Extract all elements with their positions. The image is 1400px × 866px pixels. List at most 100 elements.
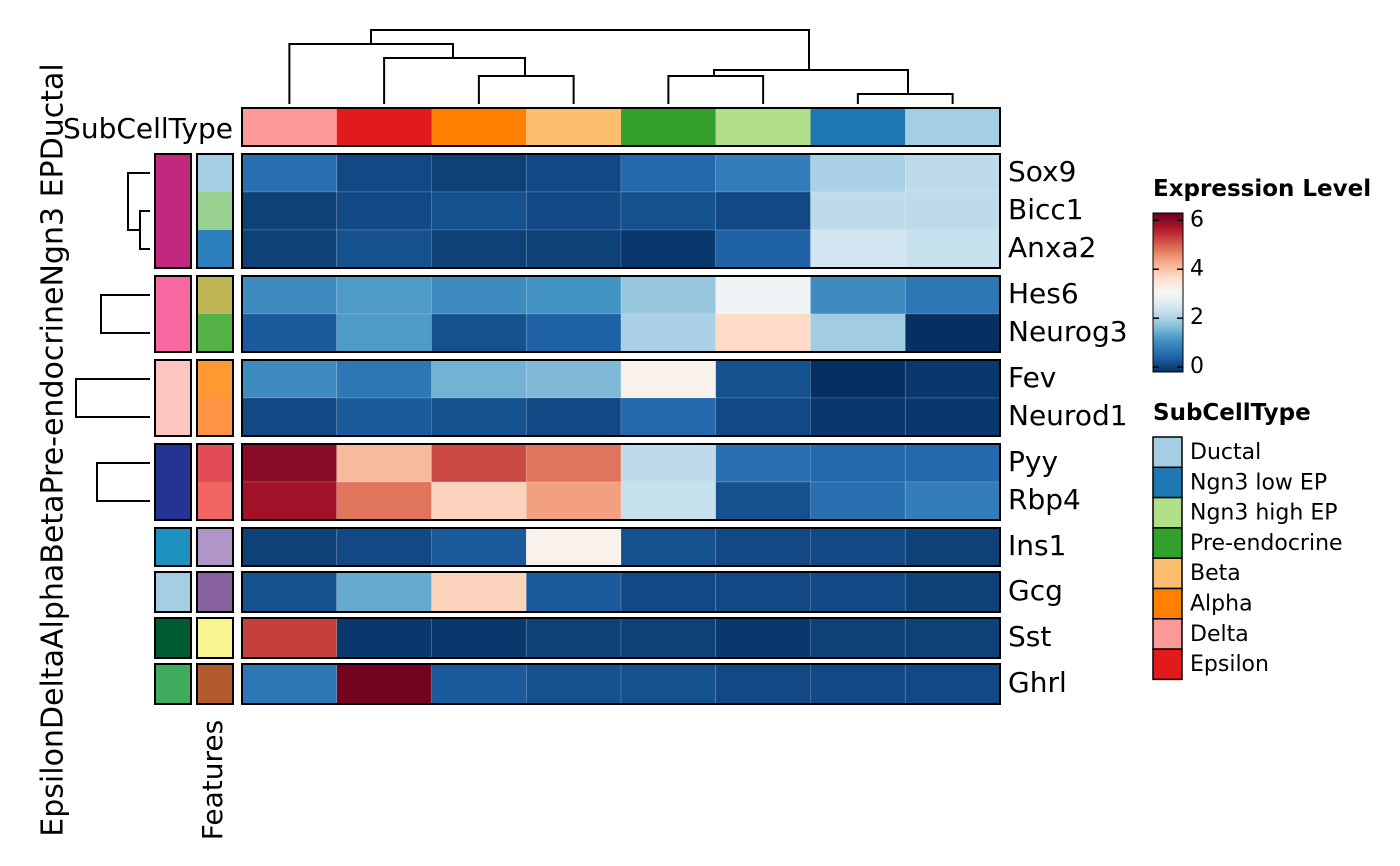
heatmap-body — [241, 153, 1001, 705]
column-annotation-cell — [431, 108, 527, 146]
gene-label: Sst — [1008, 620, 1051, 653]
gene-labels: Sox9 Bicc1 Anxa2 Hes6 Neurog3 Fev Neurod1 Pyy Rb… — [1008, 155, 1128, 699]
gene-label: Rbp4 — [1008, 483, 1081, 516]
gene-label: Sox9 — [1008, 155, 1076, 188]
row-group-annotation — [154, 275, 192, 353]
heatmap-cell — [336, 313, 432, 353]
subcelltype-legend-title: SubCellType — [1153, 400, 1311, 426]
gene-label: Neurod1 — [1008, 399, 1128, 432]
expression-tick-label: 2 — [1190, 305, 1204, 330]
heatmap-cell — [525, 527, 622, 567]
heatmap-cell — [336, 191, 432, 231]
heatmap-cell — [715, 663, 811, 705]
subcelltype-legend-swatch — [1152, 436, 1183, 469]
subcelltype-legend-swatch — [1152, 587, 1183, 620]
column-annotation-cell — [242, 108, 337, 146]
heatmap-cell — [810, 527, 906, 567]
heatmap-cell — [336, 397, 432, 437]
subcelltype-legend-swatch — [1152, 527, 1183, 559]
heatmap-cell — [904, 153, 1001, 193]
heatmap-cell — [241, 191, 338, 231]
feature-annotation-cell — [197, 154, 233, 192]
heatmap-cell — [810, 191, 906, 231]
column-annotation-cell — [621, 108, 716, 146]
feature-annotation-cell — [197, 314, 233, 352]
heatmap-cell — [810, 313, 906, 353]
feature-annotation-cell — [197, 572, 233, 612]
dendrogram-branch — [288, 43, 454, 104]
gene-label: Fev — [1008, 361, 1056, 394]
feature-annotation-cell — [197, 618, 233, 658]
column-annotation-cell — [810, 108, 906, 146]
heatmap-cell — [525, 275, 622, 315]
heatmap-cell — [525, 663, 622, 705]
row-group-annotation — [154, 153, 192, 269]
subcelltype-legend-label: Alpha — [1190, 592, 1253, 617]
gene-label: Ghrl — [1008, 666, 1067, 699]
feature-annotation-cell — [197, 664, 233, 704]
heatmap-cell — [620, 443, 717, 483]
heatmap-cell — [241, 229, 338, 269]
dendrogram-branch — [856, 93, 954, 104]
feature-annotation-cell — [197, 528, 233, 566]
heatmap-cell — [431, 481, 527, 521]
feature-annotation-cell — [197, 482, 233, 520]
heatmap-cell — [241, 359, 338, 399]
heatmap-cell — [810, 663, 906, 705]
heatmap-cell — [431, 527, 527, 567]
subcelltype-legend-swatch — [1152, 557, 1183, 590]
heatmap-cell — [431, 443, 527, 483]
dendrogram-branch — [713, 69, 909, 94]
row-dendrograms — [75, 172, 150, 502]
gene-label: Pyy — [1008, 445, 1058, 478]
heatmap-cell — [620, 313, 717, 353]
heatmap-cell — [241, 663, 338, 705]
heatmap-cell — [431, 571, 527, 613]
heatmap-cell — [525, 153, 622, 193]
subcelltype-legend-label: Delta — [1190, 622, 1249, 647]
subcelltype-legend-label: Epsilon — [1190, 652, 1269, 677]
column-annotation-title: SubCellType — [63, 112, 233, 145]
heatmap-cell — [241, 275, 338, 315]
heatmap-cell — [620, 617, 717, 659]
heatmap-cell — [810, 481, 906, 521]
heatmap-cell — [336, 229, 432, 269]
heatmap-cell — [620, 571, 717, 613]
heatmap-cell — [431, 191, 527, 231]
gene-label: Bicc1 — [1008, 193, 1084, 226]
heatmap-cell — [904, 397, 1001, 437]
subcelltype-legend-label: Ngn3 low EP — [1190, 470, 1327, 495]
heatmap-cell — [904, 617, 1001, 659]
heatmap-cell — [715, 313, 811, 353]
heatmap-cell — [431, 153, 527, 193]
expression-colorbar — [1152, 212, 1184, 373]
gene-label: Hes6 — [1008, 277, 1079, 310]
gene-label: Anxa2 — [1008, 231, 1096, 264]
heatmap-cell — [525, 191, 622, 231]
gene-label: Ins1 — [1008, 529, 1066, 562]
heatmap-cell — [904, 443, 1001, 483]
heatmap-cell — [620, 481, 717, 521]
subcelltype-legend-swatch — [1152, 496, 1183, 529]
heatmap-cell — [525, 229, 622, 269]
row-dendrogram-branch — [75, 378, 150, 418]
feature-annotation-cell — [197, 230, 233, 268]
subcelltype-legend: SubCellType Ductal Ngn3 low EP Ngn3 high E… — [1152, 400, 1343, 681]
row-dendrogram-branch — [100, 294, 150, 334]
heatmap-cell — [336, 153, 432, 193]
heatmap-cell — [336, 571, 432, 613]
row-dendrogram-branch — [96, 462, 150, 502]
heatmap-cell — [810, 275, 906, 315]
subcelltype-legend-swatch — [1152, 648, 1183, 681]
subcelltype-legend-swatch — [1152, 618, 1183, 650]
heatmap-cell — [620, 275, 717, 315]
dendrogram-branch — [383, 57, 526, 104]
heatmap-cell — [904, 191, 1001, 231]
heatmap-cell — [904, 481, 1001, 521]
row-dendrogram-branch — [127, 172, 150, 231]
gene-label: Neurog3 — [1008, 315, 1128, 348]
heatmap-cell — [336, 481, 432, 521]
subcelltype-legend-swatch — [1152, 466, 1183, 499]
heatmap-cell — [241, 397, 338, 437]
feature-annotation-cell — [197, 360, 233, 398]
